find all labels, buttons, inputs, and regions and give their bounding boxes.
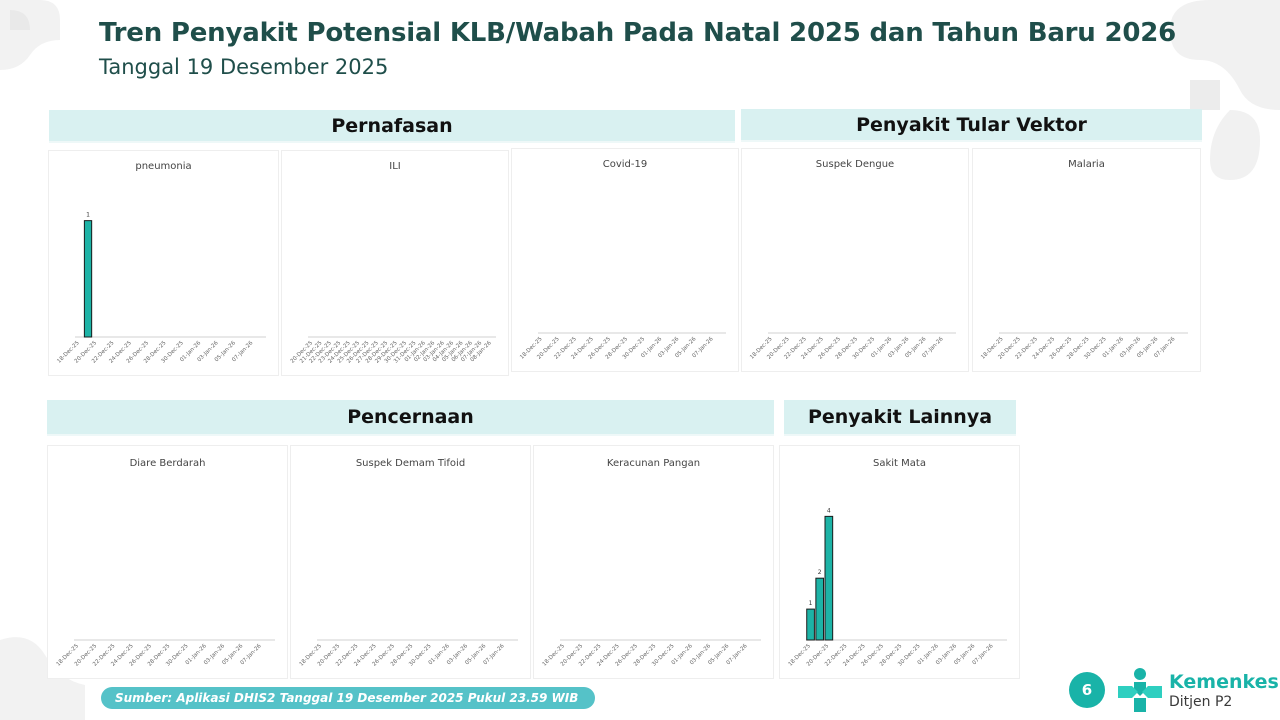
logo-subtitle: Ditjen P2: [1169, 694, 1233, 710]
page-number: 6: [1069, 672, 1105, 708]
chart-title: Keracunan Pangan: [606, 458, 701, 469]
bar-18-Dec-25: [806, 608, 815, 641]
data-label: 1: [86, 212, 90, 219]
corner-ornament-bottom-left: [0, 630, 90, 720]
chart-title: Diare Berdarah: [129, 458, 206, 469]
chart-title: Suspek Demam Tifoid: [355, 458, 466, 469]
kemenkes-logo-icon: [1116, 668, 1164, 716]
chart-title: Covid-19: [602, 159, 648, 170]
chart-title: ILI: [389, 161, 401, 172]
chart-svg: 118-Dec-2520-Dec-2522-Dec-2524-Dec-2526-…: [56, 212, 266, 365]
corner-ornament-top-right: [1170, 0, 1280, 190]
chart-svg: 18-Dec-2520-Dec-2522-Dec-2524-Dec-2526-D…: [56, 639, 275, 668]
chart-svg: 12418-Dec-2520-Dec-2522-Dec-2524-Dec-252…: [788, 507, 1007, 668]
chart-panel-pneumonia: pneumonia 1 18-Dec-25 20-Dec-25 22-Dec-25 24…: [48, 150, 279, 376]
logo-name: Kemenkes: [1169, 671, 1279, 693]
group-band-penyakit-tular-vektor: Penyakit Tular Vektor: [741, 109, 1202, 142]
chart-svg: 18-Dec-2520-Dec-2522-Dec-2524-Dec-2526-D…: [980, 332, 1188, 361]
chart-panel-diare-berdarah: Diare Berdarah 18-Dec-25 20-Dec-25 22-Dec-…: [47, 445, 288, 679]
chart-svg: 18-Dec-2520-Dec-2522-Dec-2524-Dec-2526-D…: [542, 639, 761, 668]
chart-panel-covid-19: Covid-19 18-Dec-25 20-Dec-25 22-Dec-25 24-D…: [511, 148, 739, 372]
chart-svg: 18-Dec-2520-Dec-2522-Dec-2524-Dec-2526-D…: [299, 639, 518, 668]
chart-svg: 18-Dec-2520-Dec-2522-Dec-2524-Dec-2526-D…: [749, 332, 956, 361]
group-band-pernafasan: Pernafasan: [49, 110, 735, 143]
source-note: Sumber: Aplikasi DHIS2 Tanggal 19 Desemb…: [101, 687, 595, 709]
chart-svg: 18-Dec-2520-Dec-2522-Dec-2524-Dec-2526-D…: [519, 332, 726, 361]
chart-svg: 20-Dec-2521-Dec-2522-Dec-2523-Dec-2524-D…: [290, 336, 496, 365]
data-label: 2: [818, 569, 822, 576]
chart-title: pneumonia: [135, 161, 192, 172]
bar-20-Dec-25: [824, 515, 834, 641]
chart-panel-malaria: Malaria 18-Dec-25 20-Dec-25 22-Dec-25 24-De…: [972, 148, 1201, 372]
page-subtitle: Tanggal 19 Desember 2025: [99, 55, 389, 79]
chart-panel-sakit-mata: Sakit Mata 1 2 4 18-Dec-25 20-Dec-25 22-Dec-2…: [779, 445, 1020, 679]
page-title: Tren Penyakit Potensial KLB/Wabah Pada N…: [99, 18, 1177, 48]
data-label: 4: [827, 507, 831, 514]
chart-panel-suspek-demam-tifoid: Suspek Demam Tifoid 18-Dec-25 20-Dec-25 22…: [290, 445, 531, 679]
bar-19-Dec-25: [83, 220, 93, 338]
chart-panel-ili: ILI 20-Dec-25 21-Dec-25 22-Dec-25 23-Dec-25…: [281, 150, 509, 376]
group-band-penyakit-lainnya: Penyakit Lainnya: [784, 400, 1016, 436]
bar-19-Dec-25: [815, 577, 825, 641]
group-band-pencernaan: Pencernaan: [47, 400, 774, 436]
chart-panel-keracunan-pangan: Keracunan Pangan 18-Dec-25 20-Dec-25 22-De…: [533, 445, 774, 679]
chart-panel-suspek-dengue: Suspek Dengue 18-Dec-25 20-Dec-25 22-Dec-2…: [741, 148, 969, 372]
data-label: 1: [809, 600, 813, 607]
chart-title: Suspek Dengue: [815, 159, 895, 170]
corner-ornament-top-left: [0, 0, 90, 70]
chart-title: Malaria: [1068, 159, 1105, 170]
chart-title: Sakit Mata: [873, 458, 926, 469]
